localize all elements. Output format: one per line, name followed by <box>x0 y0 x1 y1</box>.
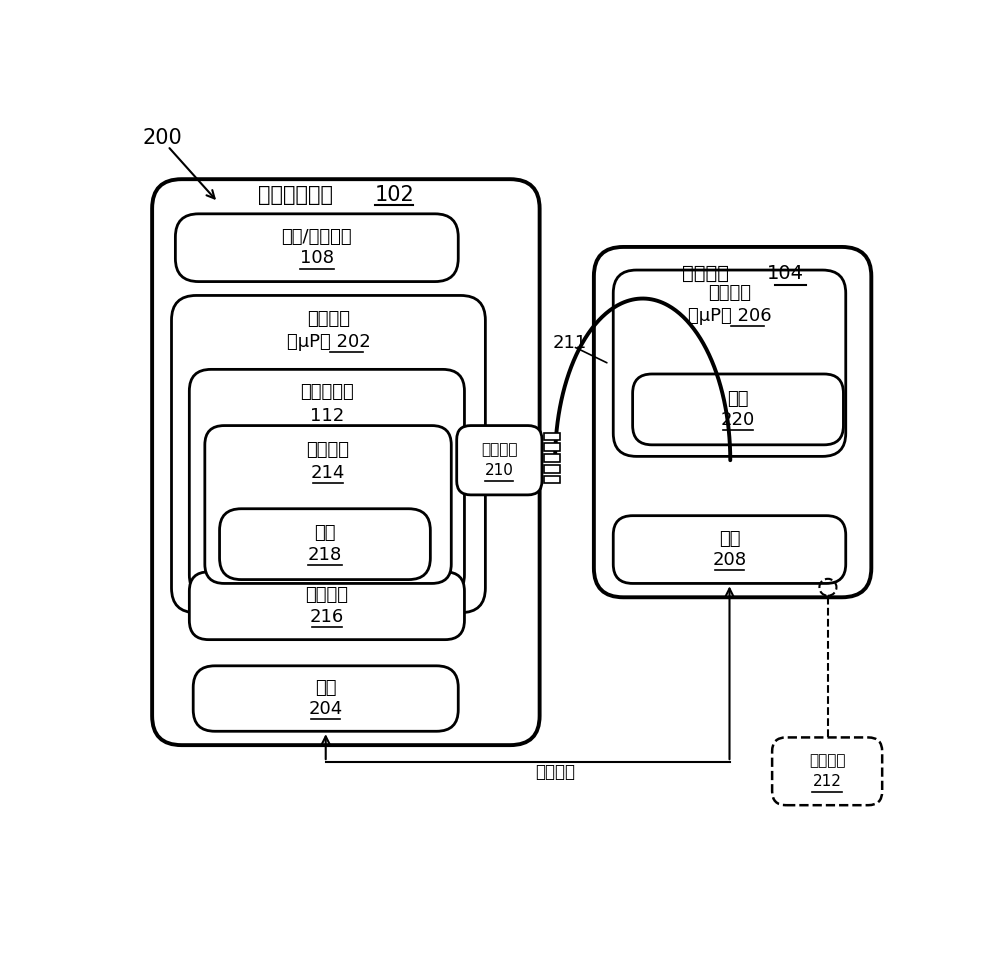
FancyBboxPatch shape <box>220 509 430 579</box>
FancyBboxPatch shape <box>205 425 451 583</box>
Text: （μP） 202: （μP） 202 <box>287 333 370 351</box>
Text: 合同: 合同 <box>314 524 336 542</box>
Text: 216: 216 <box>310 607 344 626</box>
FancyBboxPatch shape <box>189 369 464 597</box>
Text: 212: 212 <box>813 774 842 789</box>
Text: 电源: 电源 <box>719 530 740 547</box>
FancyBboxPatch shape <box>613 515 846 583</box>
Bar <box>544 454 560 462</box>
Bar <box>544 465 560 473</box>
Text: 附件设备: 附件设备 <box>682 264 729 283</box>
FancyBboxPatch shape <box>189 571 464 639</box>
FancyBboxPatch shape <box>613 270 846 456</box>
Text: 112: 112 <box>310 406 344 425</box>
Text: 204: 204 <box>309 700 343 718</box>
Bar <box>544 432 560 440</box>
Text: 208: 208 <box>712 551 747 570</box>
Text: 218: 218 <box>308 546 342 564</box>
Text: 功率方案: 功率方案 <box>307 441 350 459</box>
Text: 微控制器: 微控制器 <box>307 309 350 328</box>
Text: 安全模块: 安全模块 <box>305 586 348 604</box>
Text: 211: 211 <box>553 335 587 352</box>
Text: （μP） 206: （μP） 206 <box>688 308 771 325</box>
Text: 主机计算设备: 主机计算设备 <box>258 185 333 205</box>
Text: 附件端口: 附件端口 <box>481 442 518 457</box>
FancyBboxPatch shape <box>152 179 540 746</box>
Text: 微控制器: 微控制器 <box>708 284 751 302</box>
FancyBboxPatch shape <box>457 425 542 495</box>
Bar <box>544 476 560 484</box>
Text: 108: 108 <box>300 249 334 268</box>
FancyBboxPatch shape <box>175 214 458 281</box>
Text: 102: 102 <box>375 185 414 205</box>
Text: 210: 210 <box>485 463 514 478</box>
Text: 输入/输出模块: 输入/输出模块 <box>282 228 352 246</box>
FancyBboxPatch shape <box>633 374 843 445</box>
Text: 电源: 电源 <box>315 679 336 697</box>
FancyBboxPatch shape <box>594 247 871 598</box>
Text: 220: 220 <box>721 411 755 429</box>
Text: 214: 214 <box>311 464 345 483</box>
Text: 外围设备: 外围设备 <box>809 753 845 768</box>
Text: 凭证: 凭证 <box>727 390 749 408</box>
Text: 功率控制器: 功率控制器 <box>300 384 354 401</box>
Text: 200: 200 <box>142 129 182 148</box>
Bar <box>544 443 560 451</box>
FancyBboxPatch shape <box>193 666 458 731</box>
FancyBboxPatch shape <box>772 738 882 806</box>
Text: 104: 104 <box>767 264 804 283</box>
FancyBboxPatch shape <box>172 296 485 613</box>
Text: 功率交换: 功率交换 <box>535 763 575 781</box>
